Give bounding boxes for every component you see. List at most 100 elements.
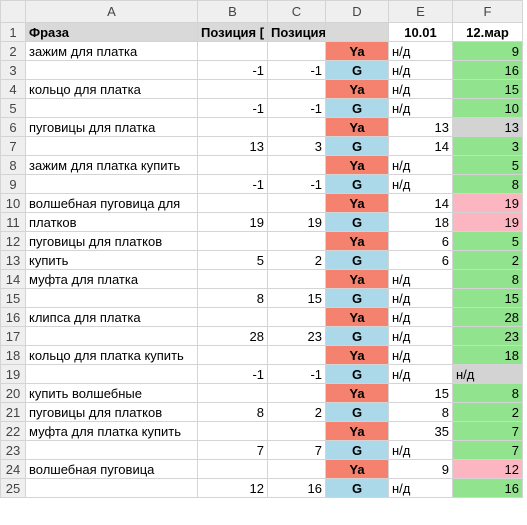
cell: н/д bbox=[452, 364, 523, 384]
cell: 16 bbox=[267, 478, 326, 498]
sheet-row: 21 пуговицы для платков 8 2 G 8 2 bbox=[0, 402, 523, 422]
cell bbox=[197, 269, 268, 289]
cell: 28 bbox=[452, 307, 523, 327]
cell: 7 bbox=[197, 440, 268, 460]
cell: Ya bbox=[325, 79, 389, 99]
cell: кольцо для платка bbox=[25, 79, 198, 99]
cell: Фраза bbox=[25, 22, 198, 42]
cell bbox=[197, 383, 268, 403]
row-number: 17 bbox=[0, 326, 26, 346]
row-number: 6 bbox=[0, 117, 26, 137]
cell: 28 bbox=[197, 326, 268, 346]
sheet-row: 20 купить волшебные Ya 15 8 bbox=[0, 383, 523, 403]
cell bbox=[197, 459, 268, 479]
cell bbox=[25, 174, 198, 194]
cell bbox=[267, 231, 326, 251]
cell bbox=[267, 79, 326, 99]
cell: кольцо для платка купить bbox=[25, 345, 198, 365]
cell: Ya bbox=[325, 307, 389, 327]
column-header: E bbox=[388, 0, 453, 23]
cell: G bbox=[325, 478, 389, 498]
cell: платков bbox=[25, 212, 198, 232]
cell: Ya bbox=[325, 269, 389, 289]
cell: 6 bbox=[388, 250, 453, 270]
cell: G bbox=[325, 250, 389, 270]
column-header: C bbox=[267, 0, 326, 23]
cell bbox=[267, 41, 326, 61]
cell: 8 bbox=[388, 402, 453, 422]
cell: Ya bbox=[325, 193, 389, 213]
row-number: 23 bbox=[0, 440, 26, 460]
cell: 13 bbox=[452, 117, 523, 137]
cell: G bbox=[325, 174, 389, 194]
cell: 7 bbox=[267, 440, 326, 460]
cell: 12 bbox=[452, 459, 523, 479]
cell: Ya bbox=[325, 117, 389, 137]
cell: -1 bbox=[267, 98, 326, 118]
cell: 5 bbox=[452, 155, 523, 175]
row-number: 24 bbox=[0, 459, 26, 479]
row-number: 13 bbox=[0, 250, 26, 270]
row-number: 25 bbox=[0, 478, 26, 498]
cell: G bbox=[325, 326, 389, 346]
row-number: 16 bbox=[0, 307, 26, 327]
cell: 16 bbox=[452, 60, 523, 80]
cell: н/д bbox=[388, 41, 453, 61]
cell bbox=[197, 421, 268, 441]
cell bbox=[267, 155, 326, 175]
cell: 8 bbox=[452, 174, 523, 194]
cell: н/д bbox=[388, 307, 453, 327]
cell: зажим для платка bbox=[25, 41, 198, 61]
cell: 19 bbox=[452, 212, 523, 232]
sheet-row: 18 кольцо для платка купить Ya н/д 18 bbox=[0, 345, 523, 365]
cell bbox=[325, 22, 389, 42]
cell: муфта для платка bbox=[25, 269, 198, 289]
row-number: 22 bbox=[0, 421, 26, 441]
cell: -1 bbox=[197, 174, 268, 194]
sheet-row: 22 муфта для платка купить Ya 35 7 bbox=[0, 421, 523, 441]
cell: -1 bbox=[267, 60, 326, 80]
cell: н/д bbox=[388, 440, 453, 460]
cell bbox=[197, 117, 268, 137]
cell: G bbox=[325, 212, 389, 232]
cell: 19 bbox=[267, 212, 326, 232]
cell: 35 bbox=[388, 421, 453, 441]
cell: зажим для платка купить bbox=[25, 155, 198, 175]
sheet-row: 12 пуговицы для платков Ya 6 5 bbox=[0, 231, 523, 251]
cell: 14 bbox=[388, 193, 453, 213]
row-number: 14 bbox=[0, 269, 26, 289]
cell: 13 bbox=[388, 117, 453, 137]
cell: клипса для платка bbox=[25, 307, 198, 327]
cell: 15 bbox=[452, 288, 523, 308]
cell: G bbox=[325, 402, 389, 422]
cell: 14 bbox=[388, 136, 453, 156]
cell: н/д bbox=[388, 155, 453, 175]
cell bbox=[197, 79, 268, 99]
cell: 12.мар bbox=[452, 22, 523, 42]
cell bbox=[267, 269, 326, 289]
cell: 13 bbox=[197, 136, 268, 156]
cell: волшебная пуговица bbox=[25, 459, 198, 479]
cell: 2 bbox=[452, 250, 523, 270]
cell: 12 bbox=[197, 478, 268, 498]
cell bbox=[25, 326, 198, 346]
cell bbox=[267, 193, 326, 213]
row-number: 21 bbox=[0, 402, 26, 422]
row-number: 10 bbox=[0, 193, 26, 213]
cell bbox=[267, 459, 326, 479]
cell: 2 bbox=[267, 402, 326, 422]
cell: Ya bbox=[325, 231, 389, 251]
cell bbox=[267, 383, 326, 403]
row-number: 2 bbox=[0, 41, 26, 61]
cell bbox=[197, 345, 268, 365]
cell: н/д bbox=[388, 364, 453, 384]
cell: н/д bbox=[388, 98, 453, 118]
sheet-row: 7 13 3 G 14 3 bbox=[0, 136, 523, 156]
cell: -1 bbox=[197, 98, 268, 118]
row-number: 12 bbox=[0, 231, 26, 251]
